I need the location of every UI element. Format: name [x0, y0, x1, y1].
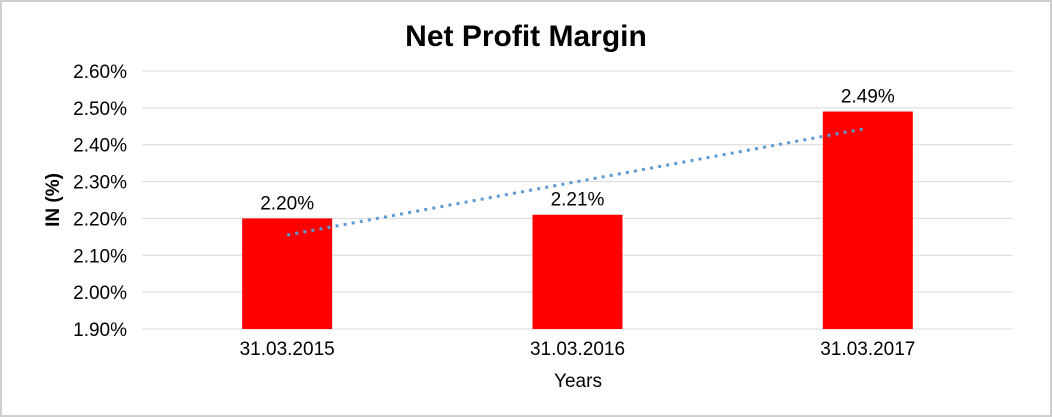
- y-tick-label: 2.10%: [73, 246, 127, 267]
- x-tick-label: 31.03.2017: [820, 339, 915, 360]
- y-tick-label: 2.00%: [73, 283, 127, 304]
- bar: [822, 111, 913, 330]
- x-tick-label: 31.03.2015: [240, 339, 335, 360]
- y-tick-label: 1.90%: [73, 320, 127, 341]
- bar: [532, 214, 623, 329]
- bar-data-label: 2.49%: [841, 87, 895, 108]
- bar-data-label: 2.21%: [551, 190, 605, 211]
- x-axis-title: Years: [554, 371, 602, 392]
- chart-title: Net Profit Margin: [405, 20, 647, 53]
- y-tick-label: 2.50%: [73, 99, 127, 120]
- y-tick-label: 2.30%: [73, 173, 127, 194]
- bar-data-label: 2.20%: [260, 193, 314, 214]
- y-tick-label: 2.40%: [73, 136, 127, 157]
- y-tick-label: 2.60%: [73, 62, 127, 83]
- trendline: [286, 126, 869, 237]
- bar: [242, 218, 333, 329]
- x-tick-label: 31.03.2016: [530, 339, 625, 360]
- y-tick-label: 2.20%: [73, 209, 127, 230]
